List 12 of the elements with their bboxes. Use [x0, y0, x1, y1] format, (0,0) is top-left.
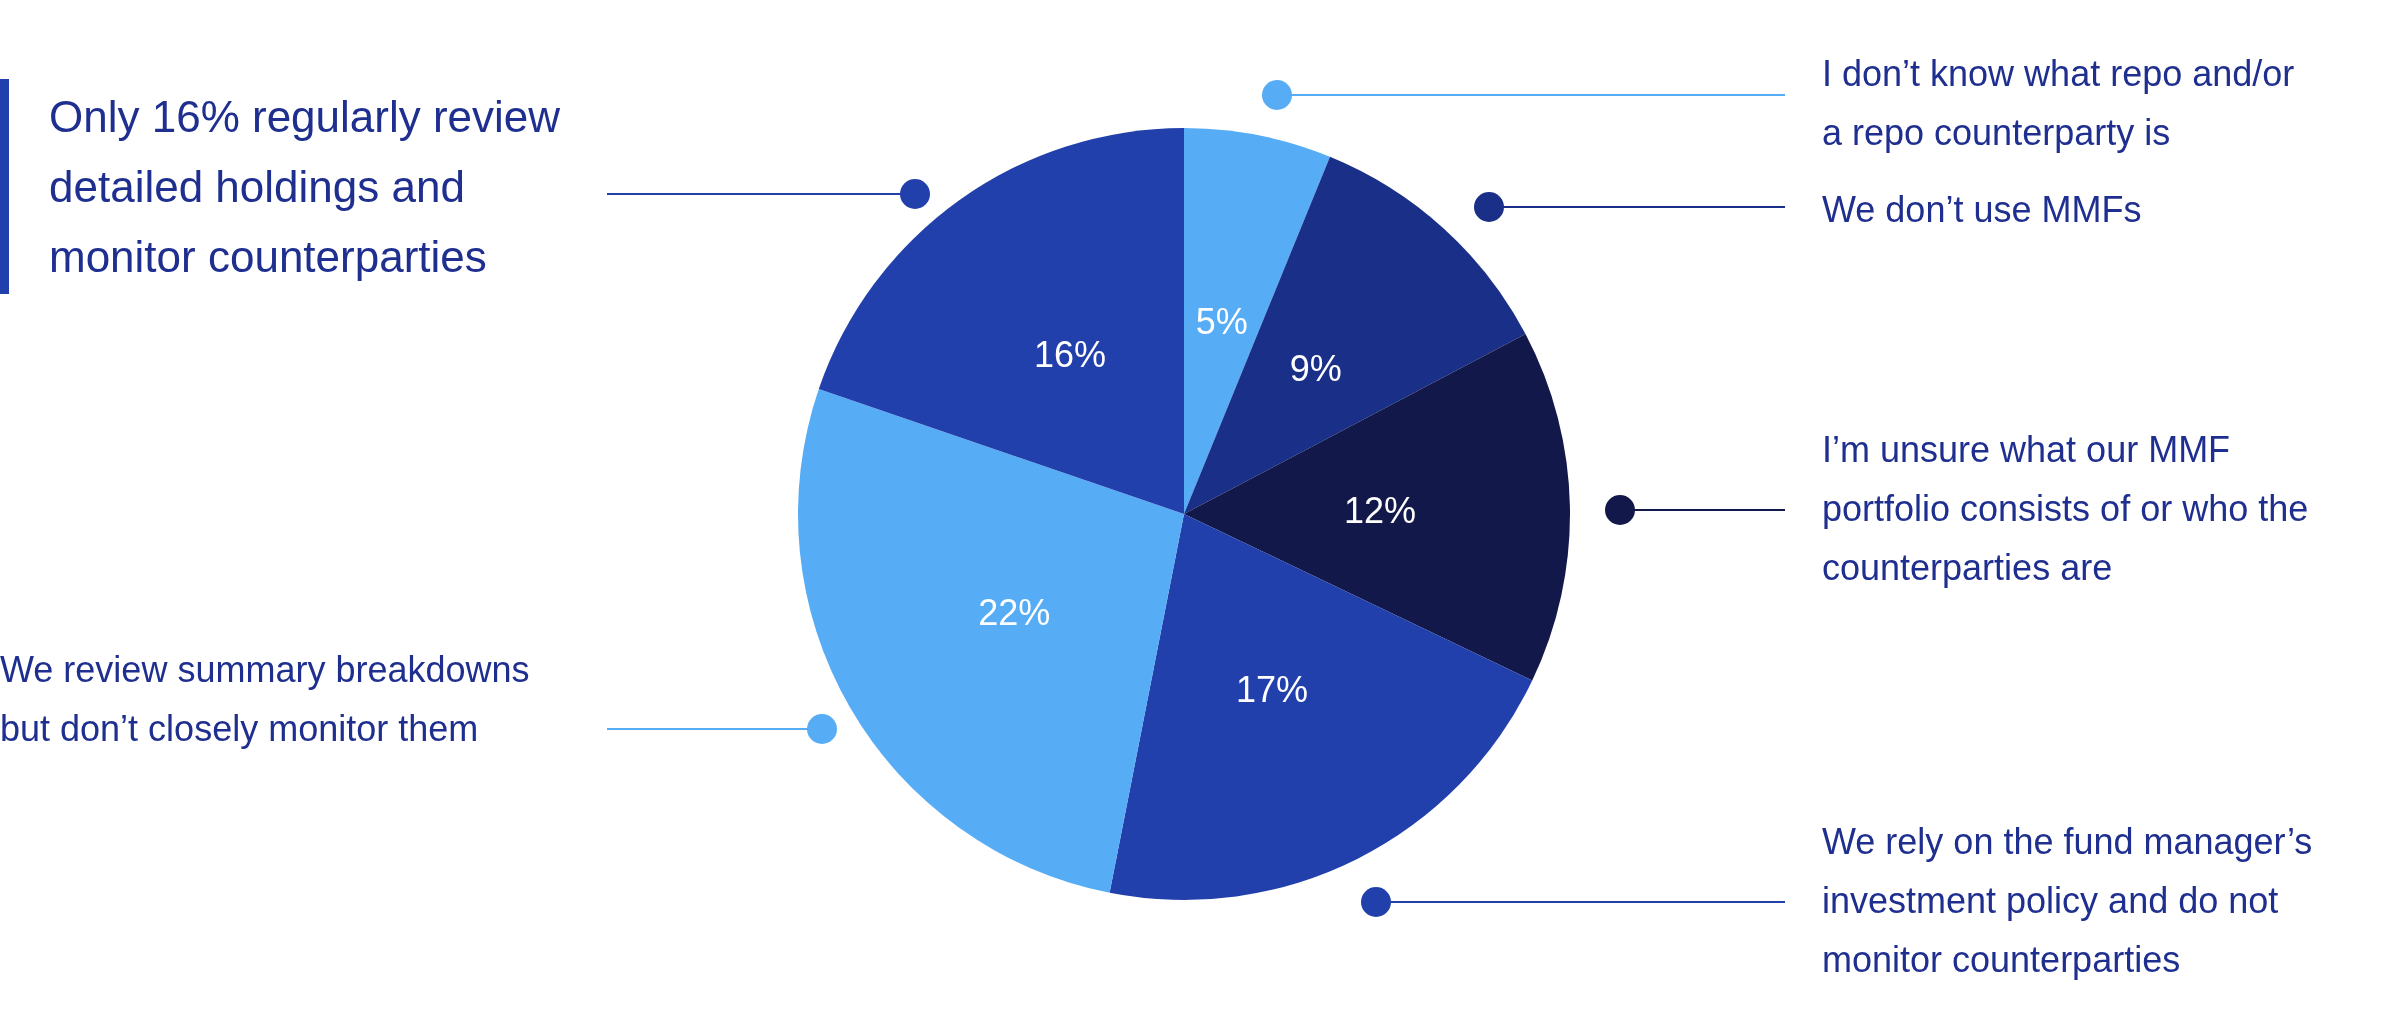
slice-label: We review summary breakdowns but don’t closely monitor them [0, 648, 531, 751]
data-label: 16% [1034, 334, 1107, 376]
data-label: 9% [1289, 348, 1342, 390]
slice-label: I’m unsure what our MMF portfolio consists of or who the counterparties are [1822, 428, 2310, 590]
data-label: 17% [1235, 668, 1308, 710]
data-label: 5% [1195, 301, 1248, 343]
slice-label: I don’t know what repo and/or a repo counterparty is [1822, 52, 2296, 155]
slice-label: We don’t use MMFs [1822, 188, 2143, 232]
data-label: 22% [978, 591, 1051, 633]
slice-label: We rely on the fund manager’s investment policy and do not monitor counterparties [1822, 820, 2314, 982]
data-label: 12% [1343, 489, 1416, 531]
slice-label: Only 16% regularly review detailed holdings and monitor counterparties [49, 91, 562, 283]
